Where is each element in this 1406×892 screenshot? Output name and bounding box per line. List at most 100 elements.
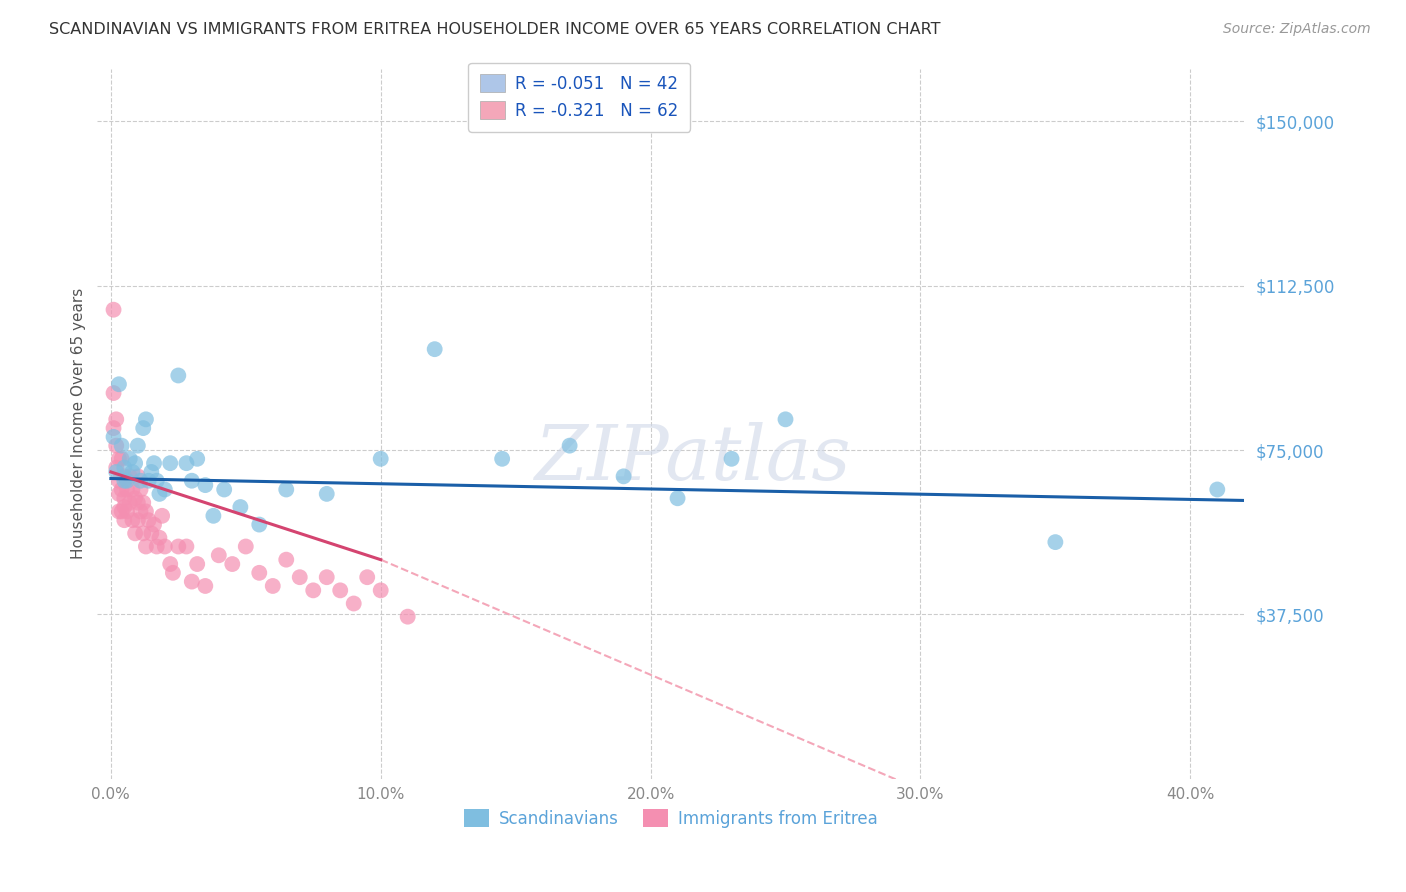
Point bbox=[194, 478, 217, 492]
Point bbox=[112, 513, 135, 527]
Point bbox=[153, 483, 176, 497]
Point bbox=[105, 439, 128, 453]
Point bbox=[118, 496, 141, 510]
Point bbox=[132, 526, 155, 541]
Point bbox=[127, 496, 149, 510]
Y-axis label: Householder Income Over 65 years: Householder Income Over 65 years bbox=[72, 288, 86, 559]
Point bbox=[247, 517, 270, 532]
Point bbox=[121, 465, 143, 479]
Point bbox=[111, 504, 134, 518]
Point bbox=[112, 491, 135, 506]
Point bbox=[121, 483, 143, 497]
Point bbox=[103, 302, 125, 317]
Point bbox=[491, 451, 513, 466]
Point bbox=[775, 412, 797, 426]
Point bbox=[108, 377, 131, 392]
Point bbox=[315, 570, 337, 584]
Point bbox=[112, 500, 135, 514]
Point bbox=[103, 386, 125, 401]
Point bbox=[180, 574, 202, 589]
Text: Source: ZipAtlas.com: Source: ZipAtlas.com bbox=[1223, 22, 1371, 37]
Point bbox=[129, 483, 152, 497]
Point bbox=[124, 526, 146, 541]
Point bbox=[221, 557, 243, 571]
Point bbox=[276, 552, 298, 566]
Point bbox=[115, 504, 138, 518]
Point bbox=[276, 483, 298, 497]
Point bbox=[370, 451, 392, 466]
Point bbox=[138, 474, 160, 488]
Point bbox=[720, 451, 742, 466]
Point bbox=[558, 439, 581, 453]
Point bbox=[212, 483, 235, 497]
Point bbox=[159, 557, 181, 571]
Point bbox=[127, 513, 149, 527]
Point bbox=[112, 460, 135, 475]
Point bbox=[202, 508, 225, 523]
Text: ZIPatlas: ZIPatlas bbox=[536, 422, 852, 496]
Point bbox=[143, 456, 166, 470]
Point bbox=[186, 451, 208, 466]
Point bbox=[129, 474, 152, 488]
Point bbox=[1206, 483, 1229, 497]
Point bbox=[194, 579, 217, 593]
Point bbox=[176, 540, 198, 554]
Point bbox=[127, 469, 149, 483]
Point bbox=[118, 451, 141, 466]
Point bbox=[124, 491, 146, 506]
Point bbox=[302, 583, 325, 598]
Point bbox=[356, 570, 378, 584]
Point bbox=[124, 456, 146, 470]
Point bbox=[103, 421, 125, 435]
Point bbox=[167, 540, 190, 554]
Point bbox=[132, 421, 155, 435]
Point bbox=[138, 513, 160, 527]
Point bbox=[121, 513, 143, 527]
Point bbox=[108, 487, 131, 501]
Point bbox=[167, 368, 190, 383]
Point bbox=[118, 469, 141, 483]
Point bbox=[141, 526, 163, 541]
Point bbox=[111, 483, 134, 497]
Point bbox=[229, 500, 252, 514]
Point bbox=[135, 540, 157, 554]
Point bbox=[1045, 535, 1067, 549]
Point bbox=[288, 570, 311, 584]
Point bbox=[105, 460, 128, 475]
Point bbox=[150, 508, 173, 523]
Point bbox=[186, 557, 208, 571]
Point bbox=[145, 474, 167, 488]
Point bbox=[135, 504, 157, 518]
Point bbox=[315, 487, 337, 501]
Point bbox=[613, 469, 636, 483]
Point bbox=[343, 597, 366, 611]
Point bbox=[111, 451, 134, 466]
Point bbox=[141, 465, 163, 479]
Point bbox=[127, 439, 149, 453]
Point bbox=[208, 549, 231, 563]
Point bbox=[159, 456, 181, 470]
Point bbox=[145, 540, 167, 554]
Point bbox=[112, 469, 135, 483]
Point bbox=[262, 579, 284, 593]
Point bbox=[115, 483, 138, 497]
Point bbox=[132, 496, 155, 510]
Point bbox=[112, 474, 135, 488]
Point bbox=[108, 474, 131, 488]
Point bbox=[162, 566, 184, 580]
Point bbox=[148, 531, 170, 545]
Text: SCANDINAVIAN VS IMMIGRANTS FROM ERITREA HOUSEHOLDER INCOME OVER 65 YEARS CORRELA: SCANDINAVIAN VS IMMIGRANTS FROM ERITREA … bbox=[49, 22, 941, 37]
Point bbox=[129, 504, 152, 518]
Point bbox=[176, 456, 198, 470]
Point bbox=[135, 412, 157, 426]
Legend: Scandinavians, Immigrants from Eritrea: Scandinavians, Immigrants from Eritrea bbox=[457, 803, 884, 835]
Point bbox=[180, 474, 202, 488]
Point bbox=[423, 342, 446, 356]
Point bbox=[115, 474, 138, 488]
Point bbox=[105, 465, 128, 479]
Point bbox=[396, 609, 419, 624]
Point bbox=[153, 540, 176, 554]
Point bbox=[666, 491, 689, 506]
Point bbox=[148, 487, 170, 501]
Point bbox=[108, 451, 131, 466]
